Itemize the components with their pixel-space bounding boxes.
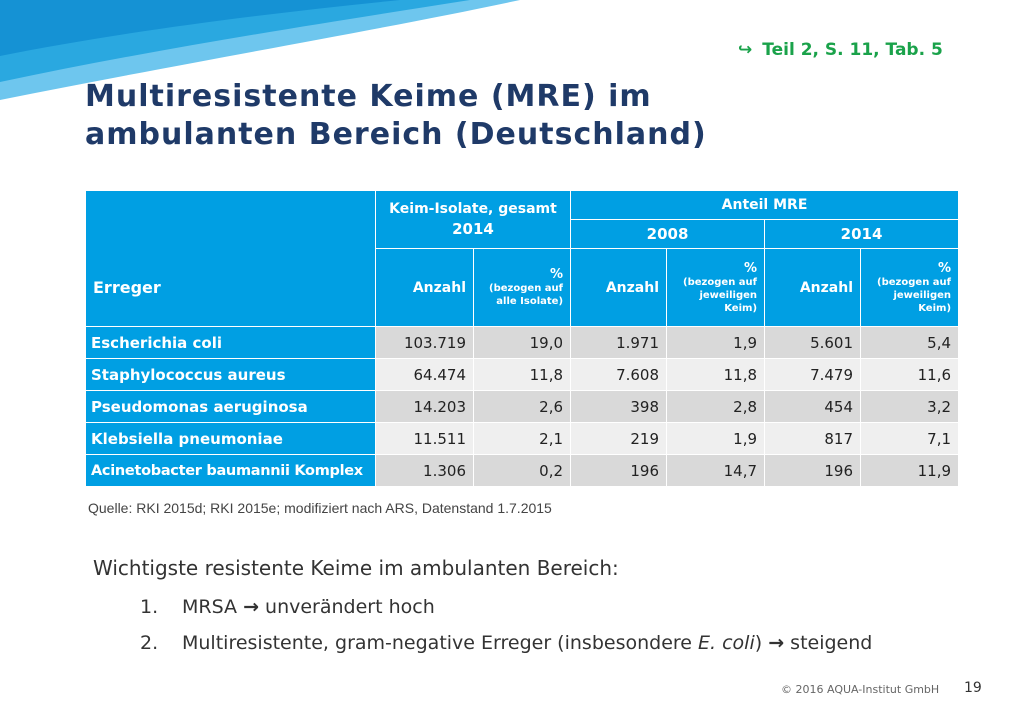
mre-2014-percent: 7,1 — [860, 422, 960, 455]
mre-2008-count: 196 — [570, 454, 668, 487]
mre-2014-percent: 11,9 — [860, 454, 960, 487]
list-item: 1. MRSA → unverändert hoch — [140, 592, 872, 628]
header-pathogen: Erreger — [85, 190, 376, 327]
header-pct-note-1: (bezogen auf — [877, 276, 952, 288]
mre-table: Erreger Keim-Isolate, gesamt 2014 Anteil… — [85, 190, 960, 487]
pathogen-name: Acinetobacter baumannii Komplex — [85, 454, 376, 487]
mre-2014-count: 454 — [764, 390, 862, 423]
point-text: Multiresistente, gram-negative Erreger (… — [182, 632, 692, 654]
copyright: © 2016 AQUA-Institut GmbH — [781, 683, 940, 696]
isolates-count: 1.306 — [375, 454, 474, 487]
source-note: Quelle: RKI 2015d; RKI 2015e; modifizier… — [88, 500, 552, 516]
table-row: Klebsiella pneumoniae 11.511 2,1 219 1,9… — [85, 422, 960, 455]
header-pct-2014: % (bezogen auf jeweiligen Keim) — [860, 248, 960, 327]
header-year-2014: 2014 — [764, 219, 960, 249]
header-count-isolates: Anzahl — [375, 248, 474, 327]
header-swoosh-decoration — [0, 0, 520, 100]
isolates-percent: 0,2 — [472, 454, 572, 487]
header-pct-symbol: % — [937, 260, 952, 276]
mre-2008-count: 398 — [570, 390, 668, 423]
mre-2008-percent: 1,9 — [666, 326, 766, 359]
title-line-1: Multiresistente Keime (MRE) im — [85, 79, 652, 114]
summary-intro: Wichtigste resistente Keime im ambulante… — [93, 556, 619, 580]
point-text: MRSA — [182, 596, 238, 618]
mre-2014-percent: 3,2 — [860, 390, 960, 423]
pathogen-name: Escherichia coli — [85, 326, 376, 359]
list-item: 2. Multiresistente, gram-negative Erreger… — [140, 628, 872, 664]
table-row: Pseudomonas aeruginosa 14.203 2,6 398 2,… — [85, 390, 960, 423]
header-row-columns: Anzahl % (bezogen auf alle Isolate) Anza… — [86, 248, 960, 327]
header-count-2008: Anzahl — [570, 248, 668, 327]
isolates-percent: 11,8 — [472, 358, 572, 391]
isolates-count: 64.474 — [375, 358, 474, 391]
header-row-years: 2008 2014 — [86, 219, 960, 249]
header-pct-symbol: % — [549, 267, 564, 282]
page-number: 19 — [964, 680, 982, 696]
reference-link[interactable]: ↪ Teil 2, S. 11, Tab. 5 — [738, 40, 943, 60]
header-pct-note-2: alle Isolate) — [496, 296, 564, 307]
list-number: 2. — [140, 632, 159, 654]
summary-list: 1. MRSA → unverändert hoch 2. Multiresiste… — [140, 592, 872, 664]
header-mre-share: Anteil MRE — [570, 190, 960, 220]
point-result: unverändert hoch — [265, 596, 435, 618]
header-isolates: Keim-Isolate, gesamt 2014 — [374, 190, 572, 249]
page-title: Multiresistente Keime (MRE) im ambulante… — [85, 78, 707, 154]
header-pct-all: % (bezogen auf alle Isolate) — [472, 248, 572, 327]
isolates-count: 14.203 — [375, 390, 474, 423]
header-row-top: Erreger Keim-Isolate, gesamt 2014 Anteil… — [85, 190, 960, 327]
isolates-count: 103.719 — [375, 326, 474, 359]
mre-2008-percent: 2,8 — [666, 390, 766, 423]
mre-2008-percent: 11,8 — [666, 358, 766, 391]
mre-2008-count: 219 — [570, 422, 668, 455]
pathogen-name: Klebsiella pneumoniae — [85, 422, 376, 455]
header-year-2008: 2008 — [570, 219, 766, 249]
isolates-percent: 2,6 — [472, 390, 572, 423]
right-arrow-icon: → — [768, 632, 785, 654]
isolates-percent: 19,0 — [472, 326, 572, 359]
header-isolates-label: Keim-Isolate, gesamt — [389, 201, 557, 217]
header-pct-note-2: jeweiligen — [893, 289, 952, 301]
header-pct-note-2: jeweiligen — [699, 289, 758, 301]
mre-2014-count: 5.601 — [764, 326, 862, 359]
pathogen-name: Staphylococcus aureus — [85, 358, 376, 391]
mre-2014-count: 7.479 — [764, 358, 862, 391]
point-italic-term: E. coli — [698, 632, 755, 654]
mre-2014-percent: 11,6 — [860, 358, 960, 391]
point-result: steigend — [790, 632, 873, 654]
header-pct-2008: % (bezogen auf jeweiligen Keim) — [666, 248, 766, 327]
pathogen-name: Pseudomonas aeruginosa — [85, 390, 376, 423]
mre-2014-percent: 5,4 — [860, 326, 960, 359]
mre-2008-count: 1.971 — [570, 326, 668, 359]
hook-arrow-icon: ↪ — [738, 40, 753, 60]
isolates-count: 11.511 — [375, 422, 474, 455]
reference-text: Teil 2, S. 11, Tab. 5 — [762, 40, 943, 60]
table-row: Escherichia coli 103.719 19,0 1.971 1,9 … — [85, 326, 960, 359]
header-count-2014: Anzahl — [764, 248, 862, 327]
title-line-2: ambulanten Bereich (Deutschland) — [85, 117, 707, 152]
header-pct-symbol: % — [743, 260, 758, 276]
isolates-percent: 2,1 — [472, 422, 572, 455]
header-isolates-year: 2014 — [452, 220, 494, 238]
right-arrow-icon: → — [243, 596, 259, 618]
mre-2014-count: 817 — [764, 422, 862, 455]
mre-2008-percent: 14,7 — [666, 454, 766, 487]
header-pct-note-3: Keim) — [724, 302, 758, 314]
header-pct-note-1: (bezogen auf — [683, 276, 758, 288]
list-number: 1. — [140, 596, 159, 618]
table-row: Staphylococcus aureus 64.474 11,8 7.608 … — [85, 358, 960, 391]
mre-2008-count: 7.608 — [570, 358, 668, 391]
point-text-close: ) — [754, 632, 763, 654]
mre-2008-percent: 1,9 — [666, 422, 766, 455]
table-row: Acinetobacter baumannii Komplex 1.306 0,… — [85, 454, 960, 487]
mre-2014-count: 196 — [764, 454, 862, 487]
header-pct-note-3: Keim) — [918, 302, 952, 314]
header-pct-note-1: (bezogen auf — [489, 283, 564, 294]
